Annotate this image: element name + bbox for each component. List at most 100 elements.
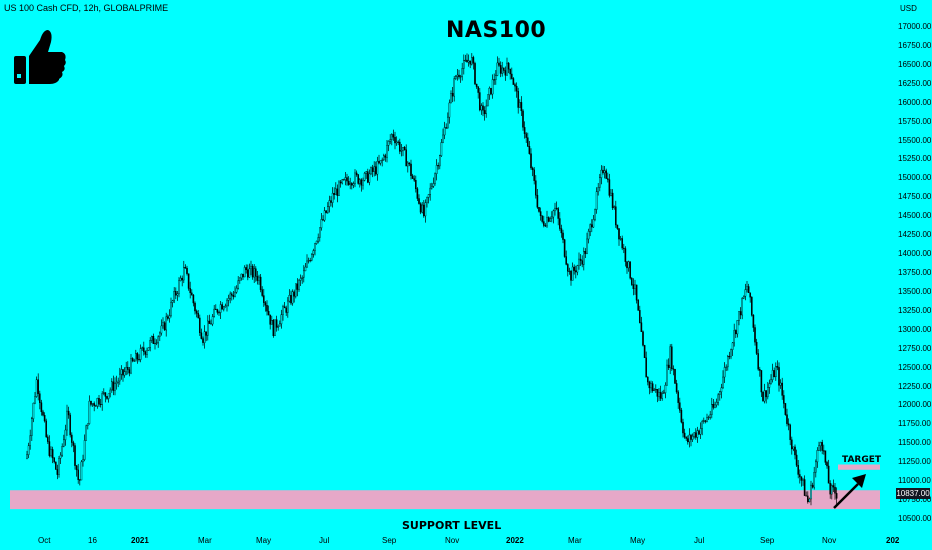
- candle-body: [480, 105, 483, 111]
- support-level-label: SUPPORT LEVEL: [402, 519, 502, 532]
- candle-body: [661, 393, 663, 399]
- candle-body: [693, 432, 695, 437]
- candle-body: [343, 179, 345, 181]
- candle-body: [698, 430, 700, 435]
- chart-title: NAS100: [446, 18, 547, 43]
- candle-body: [685, 436, 687, 439]
- candle-body: [70, 434, 73, 443]
- candle-body: [679, 402, 681, 411]
- candle-body: [187, 273, 190, 289]
- candle-body: [78, 479, 81, 481]
- candle-body: [200, 332, 203, 339]
- candle-body: [184, 267, 187, 269]
- candle-body: [607, 178, 609, 180]
- candle-body: [123, 371, 126, 376]
- candle-body: [594, 209, 596, 220]
- candle-body: [157, 336, 160, 344]
- candle-body: [27, 445, 30, 455]
- candle-body: [658, 392, 660, 397]
- candle-body: [613, 206, 615, 209]
- candle-body: [818, 445, 820, 451]
- candle-body: [219, 304, 222, 313]
- candle-body: [773, 370, 775, 378]
- candle-body: [819, 442, 822, 446]
- candle-body: [147, 347, 150, 351]
- candle-body: [291, 291, 294, 304]
- candle-body: [610, 192, 612, 196]
- candle-body: [213, 308, 216, 317]
- candle-body: [312, 250, 315, 255]
- candle-body: [696, 430, 699, 438]
- candle-body: [663, 392, 665, 394]
- candle-body: [531, 167, 534, 171]
- candle-body: [72, 442, 75, 446]
- candle-body: [674, 369, 676, 384]
- candle-body: [279, 323, 281, 327]
- candle-body: [88, 400, 91, 424]
- candle-body: [53, 457, 55, 463]
- candle-body: [506, 62, 508, 76]
- candle-body: [754, 327, 756, 343]
- candle-body: [258, 276, 260, 281]
- x-tick-label: Jul: [319, 536, 330, 545]
- candle-body: [560, 228, 563, 234]
- candle-body: [34, 396, 36, 404]
- candle-body: [477, 86, 480, 93]
- candle-body: [720, 387, 723, 393]
- candle-body: [59, 454, 62, 459]
- candle-body: [811, 484, 814, 488]
- candle-body: [616, 224, 619, 229]
- candle-body: [664, 384, 667, 394]
- candle-body: [32, 402, 35, 419]
- candle-body: [370, 167, 372, 175]
- candle-body: [581, 260, 583, 265]
- candle-body: [599, 177, 601, 188]
- candle-body: [815, 461, 817, 473]
- candle-body: [254, 268, 257, 277]
- candle-body: [130, 358, 132, 374]
- candle-body: [810, 484, 812, 500]
- candle-body: [474, 63, 476, 85]
- x-tick-label: Jul: [694, 536, 705, 545]
- candle-body: [672, 368, 675, 370]
- candle-body: [483, 110, 486, 115]
- candle-body: [128, 369, 131, 374]
- candle-body: [251, 265, 254, 278]
- candle-body: [31, 418, 33, 436]
- candle-body: [35, 379, 38, 397]
- candle-body: [395, 141, 398, 144]
- candle-body: [47, 436, 49, 442]
- candle-body: [375, 166, 377, 175]
- candle-body: [150, 336, 153, 341]
- candle-body: [173, 291, 176, 302]
- candle-body: [459, 76, 462, 78]
- candle-body: [733, 330, 735, 344]
- candle-body: [671, 346, 673, 369]
- candle-body: [642, 331, 644, 346]
- candle-body: [368, 173, 371, 183]
- target-arrow-icon: [833, 474, 866, 509]
- candle-body: [565, 256, 567, 265]
- candle-body: [39, 393, 41, 403]
- y-tick-label: 11750.00: [898, 419, 931, 429]
- y-tick-label: 11250.00: [898, 457, 931, 467]
- candle-body: [794, 446, 796, 456]
- candle-body: [250, 265, 252, 270]
- candle-body: [447, 116, 449, 129]
- symbol-info: US 100 Cash CFD, 12h, GLOBALPRIME: [4, 3, 169, 13]
- candle-body: [222, 306, 225, 310]
- x-tick-label: 2021: [131, 536, 149, 545]
- candle-body: [256, 276, 259, 281]
- candle-body: [171, 300, 174, 303]
- candle-body: [235, 287, 238, 293]
- candle-body: [683, 432, 686, 438]
- candle-body: [709, 414, 711, 418]
- candle-body: [829, 483, 831, 495]
- y-tick-label: 12500.00: [898, 362, 932, 372]
- y-tick-label: 16500.00: [898, 59, 932, 69]
- candle-body: [626, 261, 628, 269]
- candle-body: [472, 57, 475, 64]
- candle-body: [490, 87, 492, 95]
- candle-body: [530, 153, 532, 169]
- candle-body: [211, 316, 214, 325]
